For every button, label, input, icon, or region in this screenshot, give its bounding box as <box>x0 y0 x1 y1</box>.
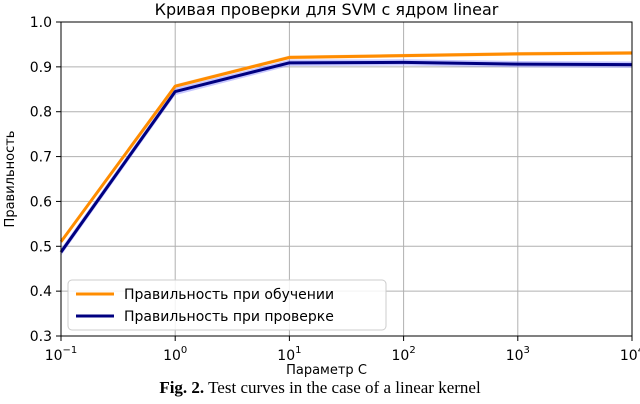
validation-curve-chart: 0.3 0.4 0.5 0.6 0.7 0.8 0.9 1.0 10−1 100 101 102 103… <box>3 0 640 378</box>
x-tick-label: 100 <box>163 345 187 364</box>
y-tick-label: 0.3 <box>30 329 52 345</box>
y-tick-label: 0.9 <box>30 60 52 76</box>
y-axis-label: Правильность <box>3 131 18 228</box>
y-tick-label: 1.0 <box>30 15 52 31</box>
series-1-line <box>59 60 633 253</box>
figure-caption: Fig. 2. Test curves in the case of a lin… <box>0 378 640 398</box>
x-tick-label: 10−1 <box>45 345 78 364</box>
legend-box <box>67 279 387 331</box>
plot-frame <box>60 21 633 337</box>
y-tick-label: 0.8 <box>30 105 52 121</box>
x-tick-label: 103 <box>506 345 530 364</box>
x-axis-label: Параметр C <box>286 363 367 378</box>
series-0-line <box>59 51 633 243</box>
y-tick-label: 0.6 <box>30 194 52 210</box>
x-tick-label: 104 <box>620 345 640 364</box>
legend-label-0: Правильность при обучении <box>124 287 334 303</box>
x-tick-label: 101 <box>277 345 301 364</box>
legend-label-1: Правильность при проверке <box>124 309 334 325</box>
y-tick-label: 0.7 <box>30 150 52 166</box>
caption-label: Fig. 2. <box>159 378 205 397</box>
chart-title: Кривая проверки для SVM с ядром linear <box>155 0 499 19</box>
x-tick-label: 102 <box>391 345 415 364</box>
y-tick-label: 0.4 <box>30 284 52 300</box>
y-tick-label: 0.5 <box>30 239 52 255</box>
caption-text: Test curves in the case of a linear kern… <box>204 378 481 397</box>
